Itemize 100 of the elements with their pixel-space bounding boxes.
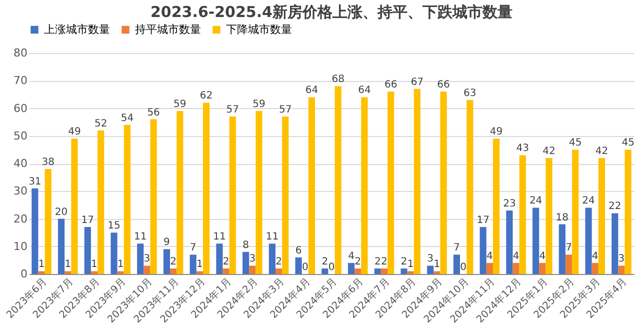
data-label: 3 — [427, 254, 434, 265]
bar — [170, 268, 177, 274]
bar — [222, 268, 230, 274]
bar — [565, 254, 572, 274]
bar — [546, 158, 552, 274]
data-label: 0 — [328, 262, 335, 273]
bar — [598, 158, 605, 274]
bar — [308, 97, 316, 274]
bar — [585, 208, 592, 274]
chart-title: 2023.6-2025.4新房价格上涨、持平、下跌城市数量 — [150, 3, 512, 21]
bar — [434, 271, 440, 274]
bar — [572, 150, 579, 274]
data-label: 64 — [305, 85, 318, 96]
data-label: 2 — [400, 256, 408, 268]
data-label: 15 — [108, 220, 120, 232]
bar — [282, 116, 289, 274]
data-label: 1 — [64, 259, 72, 270]
bar — [612, 213, 618, 274]
data-label: 49 — [490, 126, 503, 138]
bar — [334, 86, 342, 274]
bar — [144, 266, 150, 274]
bar — [361, 97, 368, 274]
bar — [176, 111, 184, 274]
bar — [440, 92, 447, 274]
data-label: 63 — [464, 88, 476, 99]
data-label: 2 — [170, 256, 177, 268]
data-label: 2 — [354, 256, 362, 268]
bar — [295, 257, 302, 274]
data-label: 42 — [542, 146, 556, 157]
bar — [32, 188, 38, 274]
data-label: 59 — [252, 99, 266, 110]
data-label: 3 — [144, 254, 150, 265]
data-label: 59 — [174, 99, 186, 110]
legend-label: 上涨城市数量 — [44, 22, 110, 36]
data-label: 24 — [529, 196, 542, 207]
data-label: 17 — [81, 215, 94, 226]
data-label: 38 — [42, 157, 54, 168]
y-tick-label: 30 — [14, 184, 28, 198]
data-label: 7 — [566, 242, 572, 254]
data-label: 11 — [134, 232, 147, 243]
bar — [506, 210, 513, 274]
data-label: 7 — [454, 242, 460, 254]
data-label: 0 — [460, 262, 466, 273]
bar — [117, 271, 124, 274]
data-label: 64 — [358, 85, 371, 96]
data-label: 45 — [622, 138, 634, 149]
data-label: 54 — [120, 112, 134, 124]
bar — [64, 271, 72, 274]
bar — [98, 130, 104, 274]
data-label: 23 — [503, 198, 516, 210]
data-label: 31 — [28, 176, 42, 188]
data-label: 4 — [592, 250, 598, 262]
bar — [150, 119, 157, 274]
bar — [110, 232, 118, 274]
data-label: 0 — [302, 262, 308, 273]
bar — [407, 271, 414, 274]
data-label: 52 — [94, 118, 108, 130]
data-label: 2 — [222, 256, 230, 268]
bar — [519, 155, 526, 274]
bar — [532, 208, 540, 274]
bar — [256, 111, 262, 274]
bar — [90, 271, 98, 274]
legend-label: 持平城市数量 — [135, 22, 201, 36]
data-label: 67 — [410, 76, 424, 88]
y-tick-label: 70 — [14, 74, 28, 88]
data-label: 1 — [407, 259, 414, 270]
bar — [380, 268, 388, 274]
bar — [216, 244, 223, 274]
bar — [539, 262, 546, 274]
y-tick-label: 40 — [14, 157, 28, 170]
bar — [466, 100, 474, 274]
data-label: 4 — [512, 250, 520, 262]
bar — [492, 138, 500, 274]
bar — [163, 249, 170, 274]
y-tick-label: 20 — [14, 212, 28, 226]
bar — [618, 266, 625, 274]
bar — [58, 218, 65, 274]
legend-label: 下降城市数量 — [226, 22, 292, 36]
data-label: 20 — [54, 206, 68, 218]
data-label: 3 — [618, 254, 625, 265]
data-label: 4 — [348, 250, 354, 262]
y-tick-label: 10 — [14, 240, 28, 253]
data-label: 9 — [164, 237, 170, 248]
data-label: 66 — [384, 80, 398, 91]
data-label: 11 — [213, 232, 226, 243]
y-tick-label: 0 — [20, 268, 28, 280]
data-label: 1 — [434, 259, 440, 270]
data-label: 1 — [117, 259, 124, 270]
data-label: 57 — [226, 104, 240, 116]
bar — [202, 102, 210, 274]
bar — [512, 262, 520, 274]
data-label: 1 — [196, 259, 203, 270]
data-label: 66 — [437, 80, 450, 91]
bar — [414, 88, 420, 274]
bar — [388, 92, 394, 274]
data-label: 2 — [381, 256, 388, 268]
bar — [190, 254, 196, 274]
data-label: 1 — [91, 259, 98, 270]
data-label: 43 — [516, 143, 529, 154]
bar — [268, 244, 276, 274]
